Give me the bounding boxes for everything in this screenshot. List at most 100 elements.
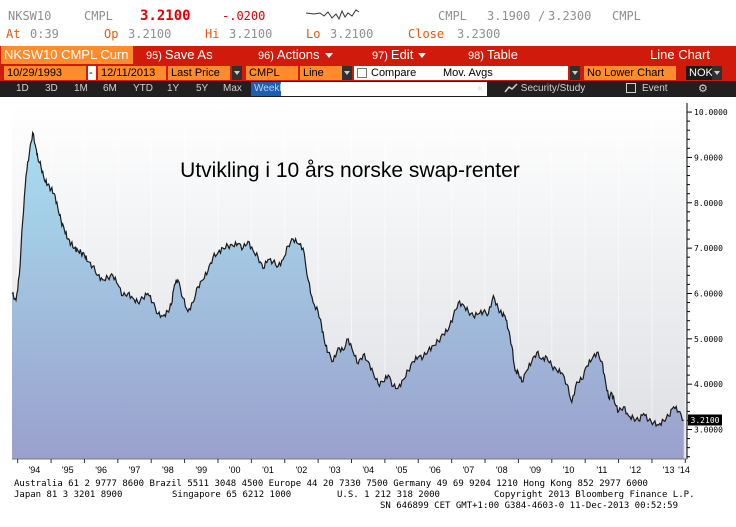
frequency-label: Weekly — [254, 83, 287, 94]
end-date-field[interactable]: 12/11/2013 — [98, 66, 166, 80]
save-as-button[interactable]: 95) Save As — [146, 46, 213, 64]
ask: 3.2300 — [548, 9, 592, 23]
compare-label: Compare — [371, 67, 417, 79]
table-button[interactable]: 98) Table — [468, 46, 518, 64]
chevron-down-icon — [324, 53, 333, 59]
chevron-down-icon — [418, 53, 427, 59]
close-label: Close — [408, 27, 445, 41]
footer-copyright: Copyright 2013 Bloomberg Finance L.P. — [494, 490, 695, 500]
last-price: 3.2100 — [140, 8, 191, 24]
parameters-toolbar: 10/29/1993 - 12/11/2013 Last Price CMPL … — [0, 64, 736, 81]
checkbox-icon — [357, 68, 367, 79]
line-chart-icon — [504, 83, 518, 93]
y-tick-label: 5.0000 — [694, 335, 723, 344]
y-tick-label: 9.0000 — [694, 153, 723, 162]
x-tick-label: '99 — [195, 465, 207, 475]
footer-phones-line1: Australia 61 2 9777 8600 Brazil 5511 304… — [14, 479, 648, 489]
moving-averages-button[interactable]: Mov. Avgs — [440, 66, 568, 80]
edit-menu[interactable]: 97) Edit — [372, 46, 427, 64]
y-tick-label: 3.0000 — [694, 426, 723, 435]
currency-field[interactable]: NOK — [686, 66, 713, 80]
at-label: At — [6, 27, 21, 41]
edit-number: 97) — [372, 50, 388, 62]
open-label: Op — [104, 27, 119, 41]
x-tick-label: '06 — [429, 465, 441, 475]
ask-source: CMPL — [612, 9, 641, 23]
x-tick-label: '14 — [678, 465, 690, 475]
y-tick-label: 6.0000 — [694, 289, 723, 298]
chevron-down-icon[interactable] — [712, 66, 722, 80]
lower-chart-select[interactable]: No Lower Chart — [584, 66, 676, 80]
y-axis-ticks: 10.0000 9.0000 8.0000 7.0000 6.0000 5.0000 4.0… — [687, 108, 728, 458]
event-label: Event — [642, 83, 668, 94]
bid: 3.1900 — [487, 9, 531, 23]
save-as-label: Save As — [164, 47, 213, 62]
x-tick-label: '07 — [462, 465, 474, 475]
y-tick-label: 8.0000 — [694, 199, 723, 208]
range-toolbar: 1D 3D 1M 6M YTD 1Y 5Y Max Weekly ▼ « Sec… — [0, 81, 736, 97]
x-tick-label: '04 — [362, 465, 374, 475]
security-field[interactable]: NKSW10 CMPL Curn — [1, 46, 133, 64]
x-tick-label: '10 — [563, 465, 575, 475]
bid-source: CMPL — [438, 9, 467, 23]
chevron-down-icon[interactable] — [232, 66, 242, 80]
x-tick-label: '95 — [62, 465, 74, 475]
security-study-button[interactable]: Security/Study — [504, 82, 585, 96]
x-tick-label: '02 — [296, 465, 308, 475]
chevron-down-icon[interactable] — [570, 66, 580, 80]
x-tick-label: '13 — [663, 465, 675, 475]
table-label: Table — [486, 47, 518, 62]
x-axis-ticks: '94 '95 '96 '97 '98 '99 '00 '01 '02 '03 '04 '05 '06 '… — [17, 459, 690, 475]
bid-ask-separator: / — [538, 9, 546, 23]
net-change: -.0200 — [222, 9, 266, 23]
security-study-label: Security/Study — [520, 83, 586, 94]
footer-phones-japan: Japan 81 3 3201 8900 — [14, 490, 123, 500]
range-button-1y[interactable]: 1Y — [167, 83, 180, 94]
high-value: 3.2100 — [229, 27, 273, 41]
range-button-1d[interactable]: 1D — [16, 83, 29, 94]
last-value-marker: 3.2100 — [688, 414, 722, 426]
view-title: Line Chart — [650, 47, 710, 62]
actions-menu[interactable]: 96) Actions — [258, 46, 333, 64]
x-tick-label: '05 — [396, 465, 408, 475]
line-chart: 10.0000 9.0000 8.0000 7.0000 6.0000 5.0000 4.0… — [11, 103, 728, 475]
command-toolbar: NKSW10 CMPL Curn 95) Save As 96) Actions 9… — [0, 46, 736, 64]
ticker: NKSW10 — [8, 9, 52, 23]
close-value: 3.2300 — [457, 27, 501, 41]
gear-icon[interactable]: ⚙ — [698, 83, 708, 95]
y-tick-label: 4.0000 — [694, 380, 723, 389]
price-field-select[interactable]: Last Price — [168, 66, 230, 80]
range-button-ytd[interactable]: YTD — [133, 83, 153, 94]
chevron-down-icon[interactable] — [342, 66, 352, 80]
quote-source: CMPL — [84, 9, 113, 23]
footer-phones-singapore: Singapore 65 6212 1000 — [172, 490, 292, 500]
footer-session-info: SN 646899 CET GMT+1:00 G384-4603-0 11-De… — [380, 501, 679, 511]
footer-phones-us: U.S. 1 212 318 2000 — [337, 490, 440, 500]
start-date-field[interactable]: 10/29/1993 — [4, 66, 86, 80]
sparkline-icon — [306, 9, 360, 21]
range-button-6m[interactable]: 6M — [103, 83, 117, 94]
range-button-1m[interactable]: 1M — [74, 83, 88, 94]
low-label: Lo — [306, 27, 321, 41]
x-tick-label: '94 — [28, 465, 40, 475]
date-range-dash: - — [88, 66, 96, 80]
event-button[interactable]: Event — [626, 82, 668, 96]
compare-toggle[interactable]: Compare — [354, 66, 440, 80]
low-value: 3.2100 — [330, 27, 374, 41]
x-tick-label: '00 — [229, 465, 241, 475]
area-fill — [12, 132, 684, 459]
range-button-5y[interactable]: 5Y — [196, 83, 209, 94]
source-field-select[interactable]: CMPL — [246, 66, 298, 80]
chart-title: Utvikling i 10 års norske swap-renter — [180, 159, 520, 182]
range-button-3d[interactable]: 3D — [45, 83, 58, 94]
x-tick-label: '12 — [629, 465, 641, 475]
save-as-number: 95) — [146, 50, 162, 62]
x-tick-label: '11 — [596, 465, 607, 475]
range-button-max[interactable]: Max — [223, 83, 242, 94]
frequency-field[interactable]: « — [281, 82, 487, 96]
x-tick-label: '09 — [529, 465, 541, 475]
x-tick-label: '96 — [95, 465, 107, 475]
last-value-label: 3.2100 — [691, 416, 720, 425]
chart-style-select[interactable]: Line — [300, 66, 342, 80]
high-label: Hi — [205, 27, 220, 41]
